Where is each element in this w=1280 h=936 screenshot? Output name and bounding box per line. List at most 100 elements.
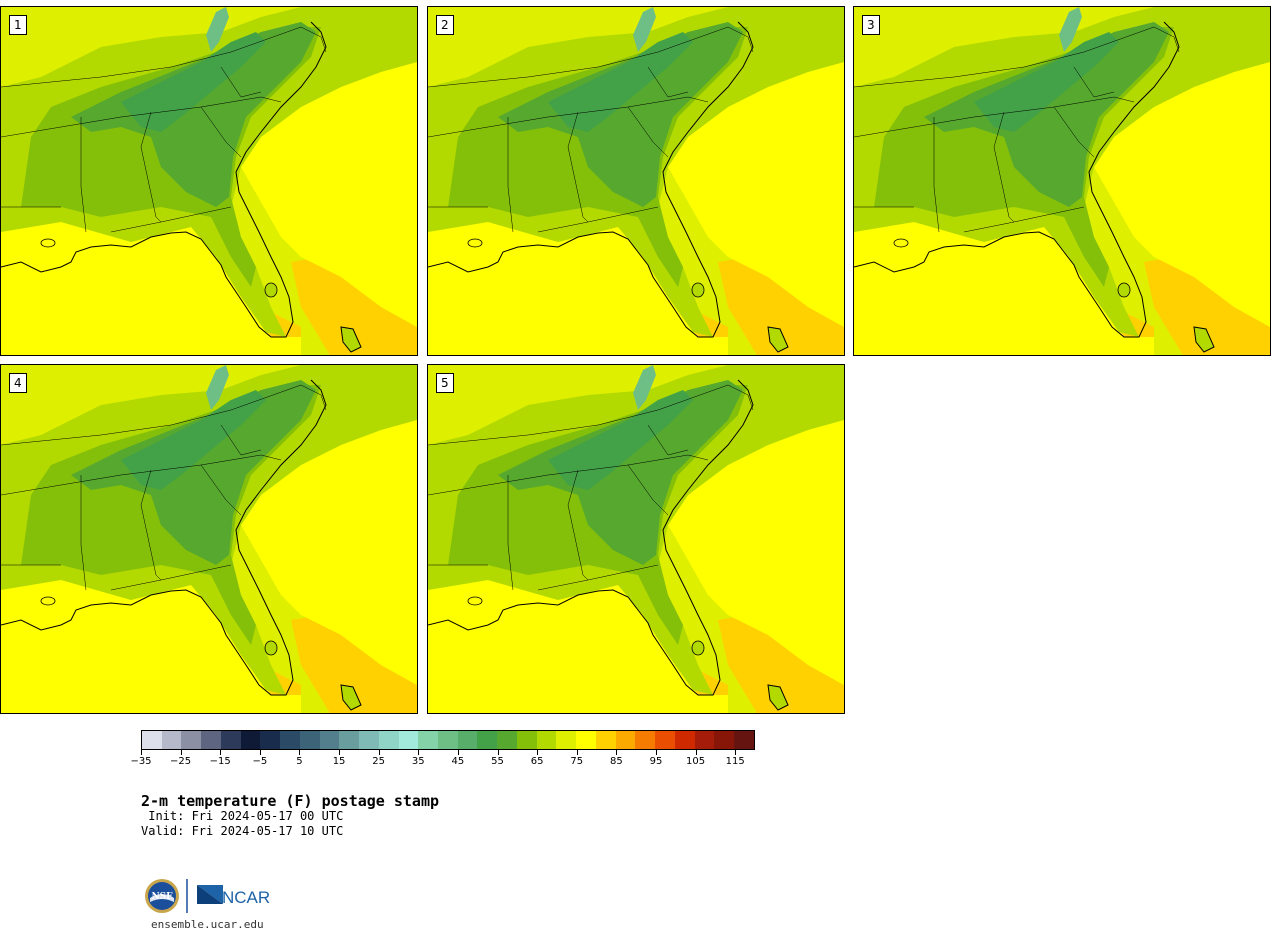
- colorbar-cell: [280, 731, 300, 749]
- lake-pontchartrain: [40, 596, 56, 606]
- colorbar-cell: [161, 731, 182, 749]
- colorbar-tick: [299, 750, 301, 755]
- colorbar-ticks: −35 −25 −15 −5 5 15 25 35 45 55 65 75 85 95 105 115: [130, 750, 755, 774]
- colorbar-cell: [201, 731, 221, 749]
- ncar-text: NCAR: [222, 888, 270, 907]
- coastline: [1, 21, 327, 338]
- colorbar-tick-label: 115: [725, 756, 745, 767]
- island: [767, 326, 789, 353]
- colorbar-cell: [220, 731, 241, 749]
- state-border: [1153, 26, 1180, 53]
- temperature-colorbar: [141, 730, 755, 750]
- panel-label: 1: [9, 15, 27, 35]
- colorbar-cell: [536, 731, 557, 749]
- colorbar-cell: [734, 731, 754, 749]
- temperature-region-land-dark: [498, 380, 743, 565]
- state-border: [647, 66, 689, 98]
- temperature-region-land-dark: [498, 22, 743, 207]
- state-border: [80, 117, 87, 233]
- map-panel-2: 2: [427, 6, 845, 356]
- colorbar-tick: [378, 750, 380, 755]
- temperature-map: [1, 365, 417, 713]
- island: [1193, 326, 1215, 353]
- lake-okeechobee: [264, 640, 278, 656]
- temperature-region-ridge: [206, 365, 229, 410]
- colorbar-cell: [378, 731, 399, 749]
- colorbar-cell: [319, 731, 340, 749]
- coastline: [428, 379, 754, 696]
- colorbar-cell: [398, 731, 419, 749]
- temperature-map: [1, 7, 417, 355]
- state-border: [567, 111, 589, 223]
- colorbar-tick: [497, 750, 499, 755]
- colorbar-cell: [457, 731, 478, 749]
- colorbar-cell: [497, 731, 517, 749]
- colorbar-cell: [635, 731, 656, 749]
- colorbar-tick-label: −5: [252, 756, 268, 767]
- init-time: Init: Fri 2024-05-17 00 UTC: [141, 809, 344, 823]
- state-border: [727, 384, 754, 411]
- colorbar-tick-label: −25: [170, 756, 192, 767]
- nsf-text: NSF: [151, 892, 173, 902]
- map-title: 2-m temperature (F) postage stamp: [141, 792, 440, 810]
- temperature-region-mountain: [548, 32, 693, 132]
- island: [767, 684, 789, 711]
- temperature-region-ocean-mid: [428, 62, 844, 355]
- colorbar-tick: [220, 750, 222, 755]
- colorbar-cell: [181, 731, 202, 749]
- colorbar-cell: [339, 731, 360, 749]
- panel-label: 4: [9, 373, 27, 393]
- temperature-region-ridge: [206, 7, 229, 52]
- state-border: [428, 454, 709, 496]
- lake-pontchartrain: [40, 238, 56, 248]
- state-border: [110, 564, 232, 591]
- temperature-region-ridge: [633, 365, 656, 410]
- colorbar-cell: [418, 731, 439, 749]
- colorbar-tick-label: 75: [570, 756, 584, 767]
- ncar-logo-icon: NCAR: [197, 885, 270, 907]
- state-border: [300, 26, 327, 53]
- coastline: [428, 21, 754, 338]
- site-url: ensemble.ucar.edu: [151, 918, 264, 931]
- colorbar-cell: [694, 731, 715, 749]
- state-border: [627, 106, 669, 158]
- colorbar-cell: [674, 731, 695, 749]
- state-border: [428, 26, 729, 88]
- temperature-region-ocean-mid: [428, 420, 844, 713]
- colorbar-tick-label: 45: [451, 756, 465, 767]
- state-border: [140, 469, 162, 581]
- colorbar-tick: [180, 750, 182, 755]
- map-panel-1: 1: [0, 6, 418, 356]
- state-border: [1, 384, 302, 446]
- colorbar-tick-label: −35: [130, 756, 152, 767]
- state-border: [993, 111, 1015, 223]
- colorbar-cell: [359, 731, 379, 749]
- colorbar-tick-label: 25: [372, 756, 386, 767]
- colorbar-cell: [595, 731, 616, 749]
- colorbar-tick-label: 5: [296, 756, 303, 767]
- state-border: [537, 206, 659, 233]
- temperature-region-ocean-mid: [1, 62, 417, 355]
- state-border: [80, 475, 87, 591]
- logo-area: NSF NCAR: [143, 876, 283, 916]
- colorbar-tick: [141, 750, 142, 755]
- colorbar-tick: [339, 750, 341, 755]
- state-border: [567, 469, 589, 581]
- colorbar-cell: [556, 731, 577, 749]
- lake-pontchartrain: [893, 238, 909, 248]
- colorbar-tick: [418, 750, 420, 755]
- state-border: [854, 96, 1135, 138]
- state-border: [220, 424, 262, 456]
- temperature-region-land-dark: [71, 22, 316, 207]
- colorbar-tick-label: 15: [332, 756, 346, 767]
- colorbar-cell: [438, 731, 458, 749]
- colorbar-cell: [576, 731, 596, 749]
- state-border: [537, 564, 659, 591]
- nsf-logo-icon: NSF: [145, 879, 179, 913]
- colorbar-tick-label: 105: [686, 756, 706, 767]
- colorbar-tick-label: 65: [530, 756, 544, 767]
- colorbar-cell: [615, 731, 636, 749]
- colorbar-tick: [576, 750, 578, 755]
- lake-okeechobee: [691, 640, 705, 656]
- lake-okeechobee: [1117, 282, 1131, 298]
